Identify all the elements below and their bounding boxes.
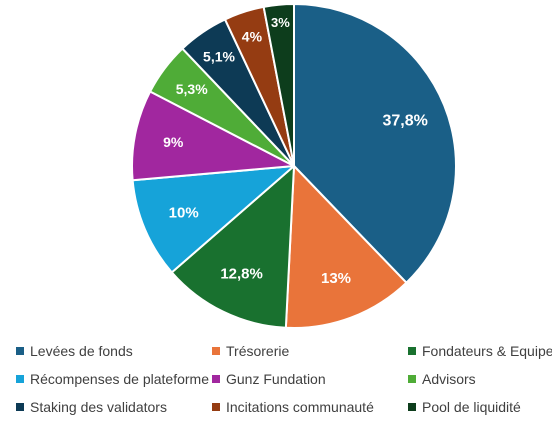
legend-label: Advisors	[422, 371, 476, 387]
legend-swatch	[408, 403, 416, 411]
legend-label: Incitations communauté	[226, 399, 374, 415]
data-label-pool-de-liquidite: 3%	[271, 15, 290, 30]
data-label-fondateurs-and-equipe: 12,8%	[220, 265, 263, 282]
legend-item-advisors: Advisors	[408, 369, 476, 389]
legend-swatch	[408, 375, 416, 383]
legend-swatch	[16, 347, 24, 355]
legend-label: Gunz Fundation	[226, 371, 326, 387]
legend-item-recompenses-de-plateforme: Récompenses de plateforme	[16, 369, 209, 389]
legend-label: Pool de liquidité	[422, 399, 521, 415]
legend-swatch	[16, 375, 24, 383]
data-label-levees-de-fonds: 37,8%	[383, 113, 428, 130]
legend-swatch	[408, 347, 416, 355]
pie-chart: 37,8% 13% 12,8% 10% 9% 5,3% 5,1% 4% 3%	[0, 0, 552, 330]
data-label-recompenses-de-plateforme: 10%	[169, 204, 199, 221]
legend-swatch	[212, 375, 220, 383]
pie-slices	[132, 4, 456, 328]
legend-swatch	[212, 347, 220, 355]
data-label-tresorerie: 13%	[321, 270, 351, 287]
legend-item-pool-de-liquidite: Pool de liquidité	[408, 397, 521, 417]
legend-item-tresorerie: Trésorerie	[212, 341, 289, 361]
legend-item-gunz-fundation: Gunz Fundation	[212, 369, 326, 389]
legend-label: Fondateurs & Equipe	[422, 343, 552, 359]
legend-item-levees-de-fonds: Levées de fonds	[16, 341, 133, 361]
legend-label: Récompenses de plateforme	[30, 371, 209, 387]
legend-item-fondateurs-and-equipe: Fondateurs & Equipe	[408, 341, 552, 361]
legend-item-incitations-communaute: Incitations communauté	[212, 397, 374, 417]
legend-label: Staking des validators	[30, 399, 167, 415]
data-label-staking-des-validators: 5,1%	[203, 48, 235, 64]
data-label-advisors: 5,3%	[176, 81, 208, 97]
legend-swatch	[212, 403, 220, 411]
legend-swatch	[16, 403, 24, 411]
legend-label: Levées de fonds	[30, 343, 133, 359]
legend-label: Trésorerie	[226, 343, 289, 359]
data-label-incitations-communaute: 4%	[242, 29, 263, 45]
data-label-gunz-fundation: 9%	[163, 134, 184, 150]
chart-legend: Levées de fonds Trésorerie Fondateurs & Eq…	[0, 334, 552, 427]
legend-item-staking-des-validators: Staking des validators	[16, 397, 167, 417]
